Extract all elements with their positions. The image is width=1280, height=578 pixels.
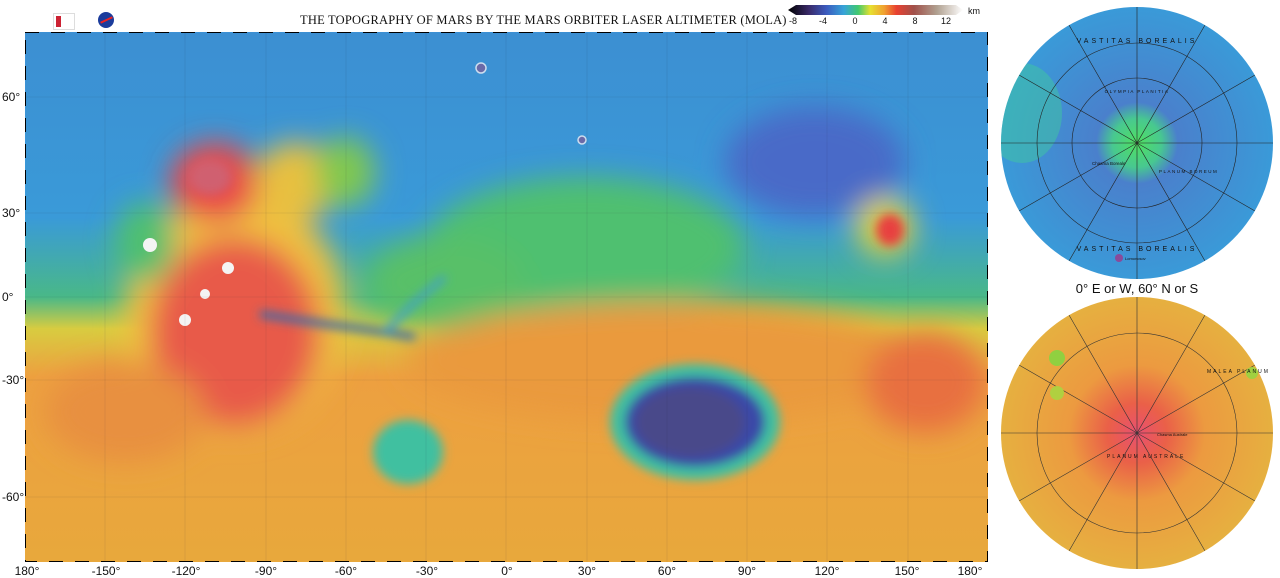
elevation-colorbar	[788, 5, 963, 15]
colorbar-tick: 0	[852, 16, 858, 26]
longitude-label: 90°	[737, 564, 757, 578]
polar-label: Chasma Australe	[1157, 432, 1188, 437]
polar-label: VASTITAS BOREALIS	[1077, 246, 1198, 253]
latitude-label: 30°	[2, 206, 21, 220]
polar-label: PLANUM BOREUM	[1159, 169, 1218, 174]
longitude-label: -90°	[254, 564, 278, 578]
longitude-label: -120°	[171, 564, 201, 578]
longitude-label: 120°	[814, 564, 840, 578]
colorbar-tick: -4	[818, 16, 828, 26]
longitude-label: 30°	[577, 564, 597, 578]
south-polar-map: PLANUM AUSTRALE MALEA PLANUM Chasma Aust…	[1001, 297, 1273, 569]
colorbar-tick: 8	[912, 16, 918, 26]
colorbar-unit: km	[968, 6, 980, 16]
nasa-logo	[98, 12, 114, 28]
colorbar-tick: 12	[940, 16, 952, 26]
polar-label: VASTITAS BOREALIS	[1077, 38, 1198, 45]
polar-label: OLYMPIA PLANITIA	[1105, 89, 1170, 94]
longitude-label: 180°	[957, 564, 983, 578]
polar-caption: 0° E or W, 60° N or S	[1075, 281, 1199, 296]
longitude-label: -30°	[415, 564, 439, 578]
polar-label: MALEA PLANUM	[1207, 369, 1270, 375]
mars-topography-map	[25, 32, 988, 562]
colorbar-tick: 4	[882, 16, 888, 26]
longitude-label: 150°	[894, 564, 920, 578]
latitude-label: 60°	[2, 90, 21, 104]
latitude-label: -30°	[2, 373, 25, 387]
latitude-label: -60°	[2, 490, 25, 504]
polar-label: PLANUM AUSTRALE	[1107, 454, 1185, 460]
longitude-label: -60°	[334, 564, 358, 578]
north-polar-map: VASTITAS BOREALIS VASTITAS BOREALIS OLYM…	[1001, 7, 1273, 279]
polar-label: Chasma Boreale	[1092, 161, 1126, 166]
mola-logo	[53, 13, 75, 30]
latitude-label: 0°	[2, 290, 14, 304]
map-title: THE TOPOGRAPHY OF MARS BY THE MARS ORBIT…	[300, 13, 787, 27]
longitude-label: 180°	[14, 564, 40, 578]
longitude-label: 0°	[501, 564, 513, 578]
polar-label: Lomonosov	[1125, 256, 1146, 261]
longitude-label: 60°	[657, 564, 677, 578]
longitude-label: -150°	[91, 564, 121, 578]
colorbar-tick: -8	[788, 16, 798, 26]
